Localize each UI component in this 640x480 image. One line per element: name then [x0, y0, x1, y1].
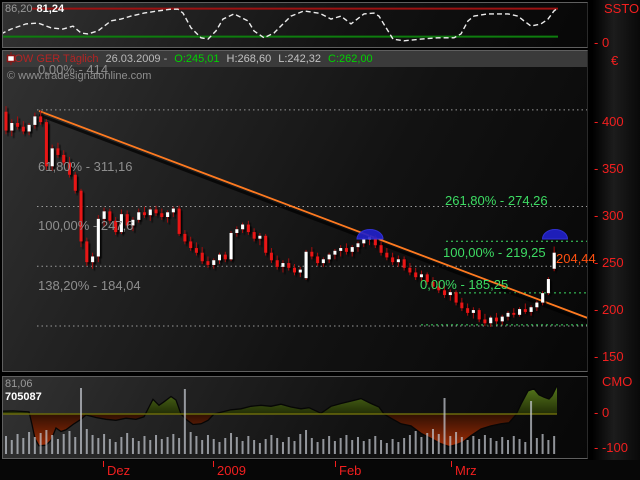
- value-scale[interactable]: SSTO - 0 € CMO: [592, 0, 640, 460]
- symbol-label[interactable]: VOW GER Täglich: [7, 53, 99, 65]
- currency-symbol: €: [611, 53, 619, 68]
- cmo-value: 81,06: [5, 378, 33, 390]
- time-tick: [451, 461, 452, 467]
- annotation-arc: [541, 229, 569, 240]
- stochastic-axis-label: SSTO: [604, 1, 640, 16]
- time-tick: [335, 461, 336, 467]
- cmo-chart[interactable]: [3, 377, 587, 458]
- price-panel[interactable]: VOW GER Täglich 26.03.2009 - O:245,01 H:…: [2, 50, 588, 372]
- candlestick-icon: [6, 52, 16, 65]
- cmo-axis-label: CMO: [602, 374, 633, 389]
- volume-bars: [5, 388, 556, 454]
- stochastic-zero-tick: - 0: [594, 35, 610, 50]
- fib-retracement-label: 100,00% - 247,6: [38, 218, 134, 234]
- annotation-arc: [356, 229, 384, 240]
- copyright-notice: © www.tradesignalonline.com: [7, 70, 152, 82]
- candlestick-chart[interactable]: [3, 67, 587, 371]
- low-value: L:242,32: [278, 53, 322, 65]
- fib-retracement-label: 138,20% - 184,04: [38, 278, 141, 293]
- high-value: H:268,60: [226, 53, 272, 65]
- stochastic-value-d: 81,24: [36, 3, 65, 15]
- fib-retracement-label: 0,00% - 414: [38, 61, 109, 77]
- cmo-panel[interactable]: 81,06 705087: [2, 376, 588, 459]
- trendline-value-label: 204,44: [556, 251, 596, 267]
- time-axis[interactable]: [0, 460, 640, 480]
- cmo-tick: - -100: [594, 440, 628, 455]
- date-label: 26.03.2009 -: [105, 53, 168, 65]
- price-tick: - 200: [594, 302, 624, 317]
- fib-extension-label: 0,00% - 185,25: [420, 276, 509, 292]
- volume-value: 705087: [5, 391, 42, 403]
- time-tick: [103, 461, 104, 467]
- price-tick: - 350: [594, 161, 624, 176]
- cmo-values: 81,06 705087: [5, 378, 42, 404]
- cmo-tick: - 0: [594, 405, 610, 420]
- open-value: O:245,01: [174, 53, 220, 65]
- time-label: 2009: [217, 463, 246, 478]
- price-tick: - 250: [594, 255, 624, 270]
- stochastic-value-k: 86,20: [5, 3, 33, 15]
- candlestick-series: [4, 106, 556, 327]
- time-label: Mrz: [455, 463, 477, 478]
- stochastic-chart[interactable]: [3, 3, 587, 47]
- price-tick: - 150: [594, 349, 624, 364]
- close-value: C:262,00: [328, 53, 373, 65]
- fib-retracement-label: 61,80% - 311,16: [38, 158, 133, 174]
- price-tick: - 300: [594, 208, 624, 223]
- time-label: Dez: [107, 463, 131, 478]
- time-label: Feb: [339, 463, 362, 478]
- stochastic-values: 86,20 81,24: [5, 3, 64, 15]
- fib-extension-label: 100,00% - 219,25: [443, 244, 546, 260]
- price-tick: - 400: [594, 114, 624, 129]
- fib-extension-label: 261,80% - 274,26: [445, 193, 548, 209]
- time-tick: [213, 461, 214, 467]
- stochastic-panel[interactable]: 86,20 81,24: [2, 2, 588, 48]
- instrument-header: VOW GER Täglich 26.03.2009 - O:245,01 H:…: [3, 51, 587, 67]
